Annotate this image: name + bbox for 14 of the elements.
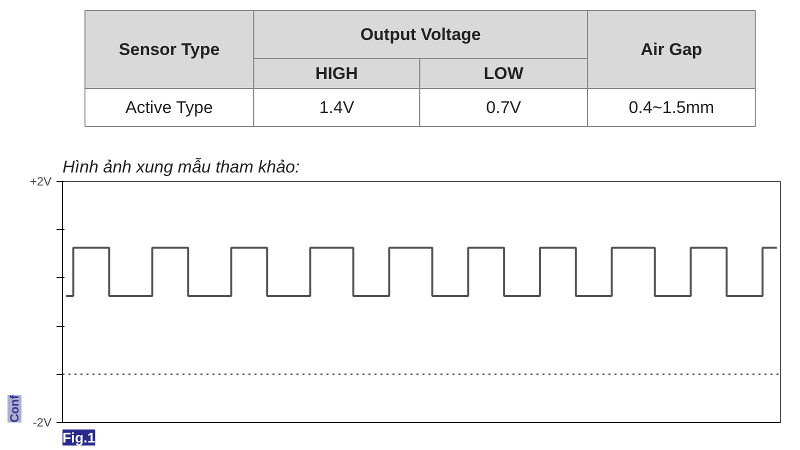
- text: 1.4V: [319, 98, 355, 117]
- text: Active Type: [125, 98, 213, 117]
- text: 0.7V: [486, 98, 522, 117]
- chart-title: Hình ảnh xung mẫu tham khảo:: [62, 158, 300, 176]
- y-tick-label: -2V: [32, 416, 52, 430]
- text: Sensor Type: [118, 40, 220, 59]
- text: LOW: [484, 64, 524, 83]
- text: Output Voltage: [360, 25, 481, 44]
- text: HIGH: [315, 64, 358, 83]
- text: Conf: [8, 394, 22, 422]
- text: 0.4~1.5mm: [628, 98, 714, 117]
- text: Air Gap: [640, 40, 702, 59]
- y-tick-label: +2V: [30, 174, 52, 188]
- caption: Fig.1: [62, 430, 96, 446]
